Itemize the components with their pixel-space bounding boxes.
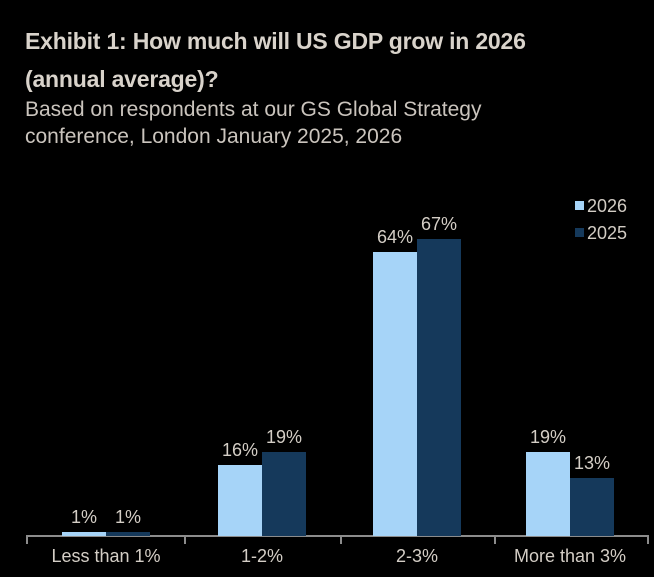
- bar-2026-0: [62, 532, 106, 536]
- x-axis-tick-4: [647, 535, 649, 544]
- bar-value-label-2026-2: 64%: [376, 227, 414, 247]
- bar-2025-3: [570, 478, 614, 536]
- exhibit-title: Exhibit 1: How much will US GDP grow in …: [25, 22, 625, 98]
- x-axis-tick-3: [494, 535, 496, 544]
- bar-value-label-2025-2: 67%: [420, 214, 458, 234]
- bar-2026-2: [373, 252, 417, 536]
- bar-2025-1: [262, 452, 306, 536]
- category-label-3: More than 3%: [513, 546, 627, 566]
- exhibit-subtitle-line1: Based on respondents at our GS Global St…: [25, 98, 482, 121]
- exhibit-title-line1: Exhibit 1: How much will US GDP grow in …: [25, 28, 526, 54]
- x-axis-tick-2: [340, 535, 342, 544]
- bar-2026-1: [218, 465, 262, 536]
- bar-value-label-2026-1: 16%: [221, 440, 259, 460]
- exhibit-subtitle: Based on respondents at our GS Global St…: [25, 96, 585, 150]
- legend-label-2025: 2025: [587, 223, 628, 243]
- category-label-1: 1-2%: [240, 546, 284, 566]
- bar-2025-0: [106, 532, 150, 536]
- category-label-2: 2-3%: [395, 546, 439, 566]
- bar-value-label-2025-1: 19%: [265, 427, 303, 447]
- bar-2025-2: [417, 239, 461, 536]
- category-label-0: Less than 1%: [51, 546, 161, 566]
- exhibit-subtitle-line2: conference, London January 2025, 2026: [25, 125, 403, 148]
- bar-value-label-2026-3: 19%: [529, 427, 567, 447]
- legend-label-2026: 2026: [587, 196, 628, 216]
- x-axis-line: [26, 535, 649, 537]
- legend-swatch-2025: [575, 228, 584, 237]
- x-axis-tick-1: [184, 535, 186, 544]
- bar-value-label-2025-3: 13%: [573, 453, 611, 473]
- legend-item-2026: 2026: [575, 196, 627, 217]
- bar-value-label-2026-0: 1%: [70, 507, 97, 527]
- exhibit-title-line2: (annual average)?: [25, 66, 219, 92]
- bar-2026-3: [526, 452, 570, 536]
- legend-swatch-2026: [575, 201, 584, 210]
- chart-legend: 2026 2025: [575, 196, 627, 250]
- x-axis-tick-0: [26, 535, 28, 544]
- legend-item-2025: 2025: [575, 223, 627, 244]
- bar-value-label-2025-0: 1%: [114, 507, 141, 527]
